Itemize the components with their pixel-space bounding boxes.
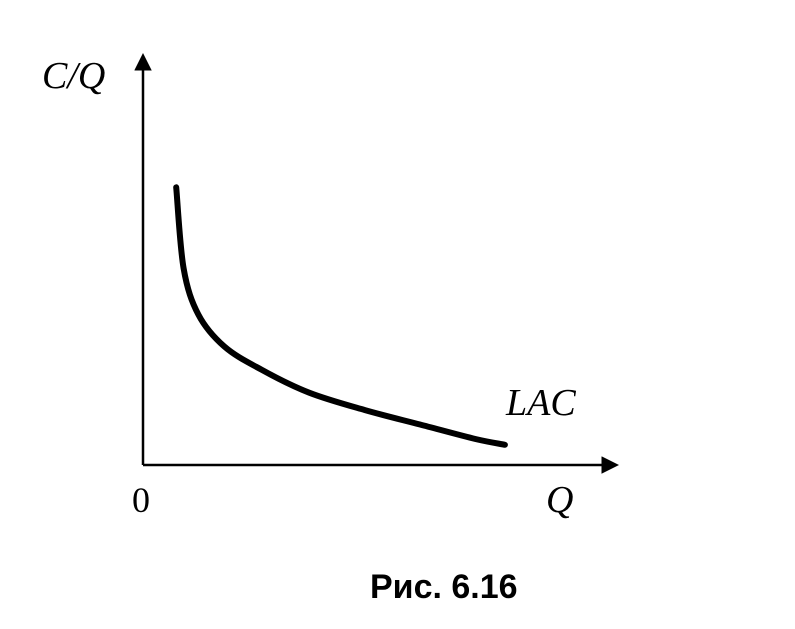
origin-label: 0 <box>132 480 150 520</box>
lac-curve <box>173 184 508 448</box>
x-axis-label: Q <box>546 479 573 521</box>
series-label-lac: LAC <box>505 382 576 424</box>
figure-caption: Рис. 6.16 <box>370 568 518 606</box>
y-axis-label: C/Q <box>42 55 105 97</box>
